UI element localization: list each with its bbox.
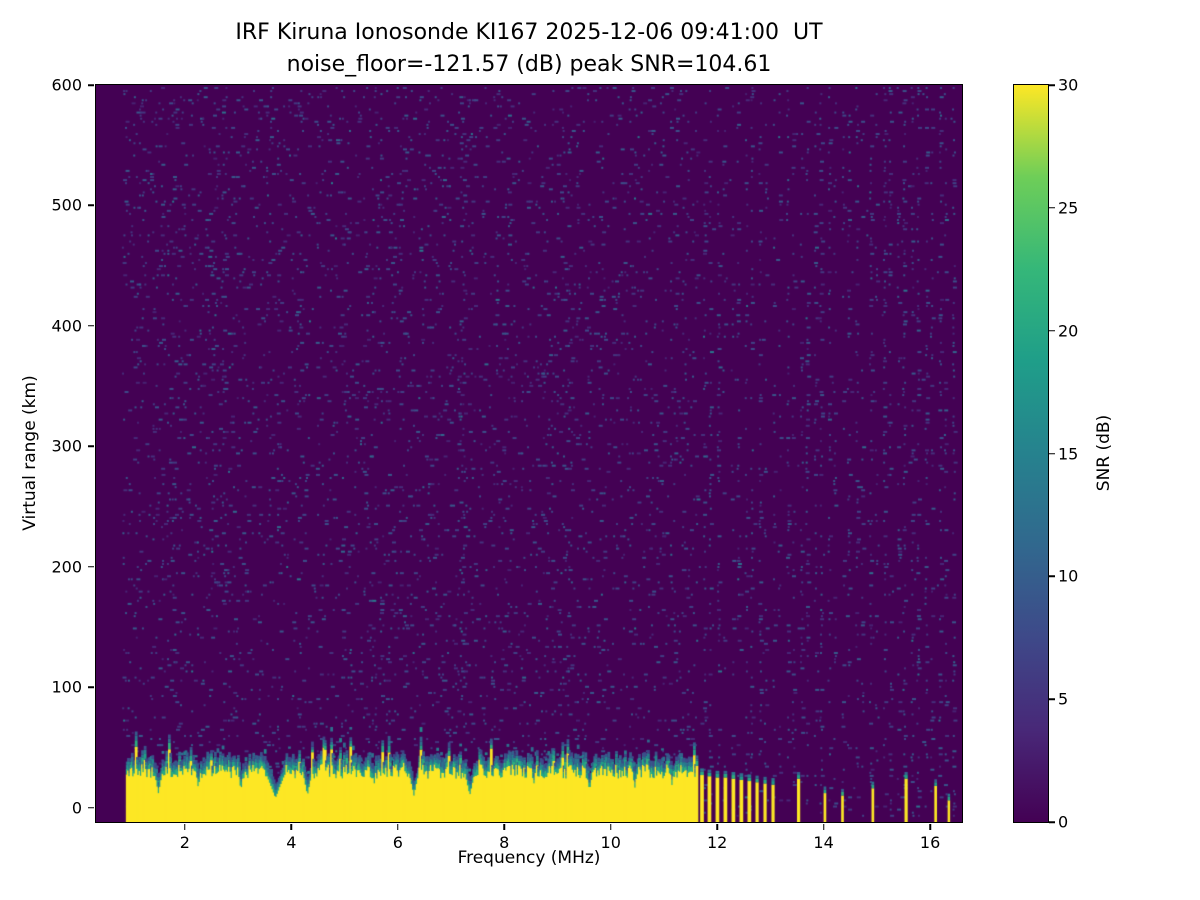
y-tick-label: 200: [51, 557, 82, 577]
x-tick: [503, 824, 505, 830]
y-tick: [88, 325, 94, 327]
colorbar-tick: [1049, 452, 1055, 455]
colorbar-tick: [1049, 821, 1055, 823]
x-tick-label: 16: [919, 833, 941, 852]
y-tick-label: 100: [51, 677, 82, 697]
y-tick-label: 500: [51, 195, 82, 215]
colorbar-tick: [1049, 207, 1055, 209]
y-tick: [88, 84, 94, 86]
colorbar-tick-label: 25: [1058, 198, 1079, 218]
y-tick-label: 400: [51, 316, 82, 336]
x-tick: [716, 824, 718, 830]
colorbar-tick-label: 15: [1058, 444, 1079, 463]
colorbar-tick: [1049, 329, 1055, 332]
chart-subtitle: noise_floor=-121.57 (dB) peak SNR=104.61: [286, 52, 772, 77]
colorbar-tick-label: 20: [1058, 321, 1079, 341]
x-tick: [822, 824, 825, 830]
x-tick: [290, 824, 293, 830]
y-tick: [88, 565, 94, 568]
x-tick-label: 10: [600, 833, 621, 852]
y-tick: [88, 806, 94, 809]
colorbar-tick: [1049, 575, 1055, 578]
x-tick-label: 14: [813, 833, 834, 852]
x-tick-label: 4: [286, 833, 297, 852]
x-tick-label: 8: [499, 833, 510, 852]
colorbar-tick-label: 10: [1058, 566, 1079, 586]
colorbar-label: SNR (dB): [1094, 414, 1114, 492]
x-tick: [184, 824, 186, 830]
heatmap-canvas: [96, 85, 962, 822]
x-tick-label: 2: [179, 833, 190, 852]
y-tick: [88, 204, 94, 207]
colorbar-tick: [1049, 698, 1055, 700]
x-tick-label: 12: [706, 833, 728, 852]
x-axis-label: Frequency (MHz): [457, 848, 601, 868]
x-tick-label: 6: [392, 833, 403, 852]
y-tick-label: 600: [51, 75, 82, 95]
chart-title: IRF Kiruna Ionosonde KI167 2025-12-06 09…: [235, 20, 823, 45]
colorbar-tick-label: 0: [1058, 812, 1069, 832]
colorbar: [1013, 84, 1049, 823]
y-tick-label: 300: [51, 436, 82, 456]
y-tick-label: 0: [71, 798, 82, 818]
colorbar-tick-label: 5: [1058, 689, 1069, 709]
x-tick: [397, 824, 399, 830]
plot-area: [95, 84, 963, 823]
colorbar-tick: [1049, 84, 1055, 86]
y-tick: [88, 686, 94, 688]
x-tick: [929, 824, 931, 830]
y-tick: [88, 445, 94, 448]
colorbar-tick-label: 30: [1058, 75, 1079, 95]
x-tick: [609, 824, 612, 830]
